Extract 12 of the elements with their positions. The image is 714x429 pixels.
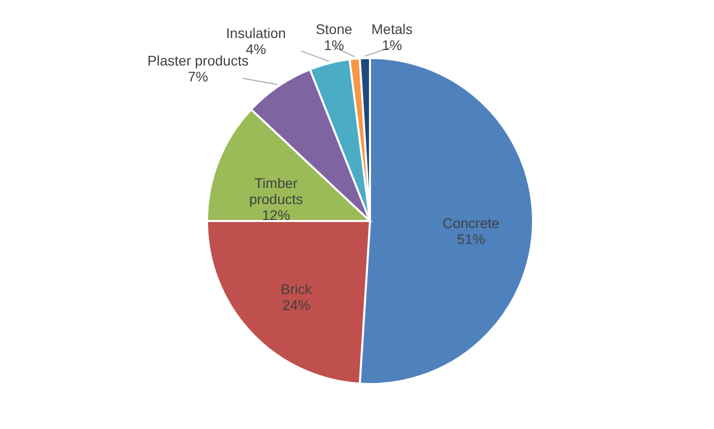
data-label: 1% bbox=[382, 37, 402, 53]
slice-label: Concrete bbox=[442, 215, 500, 232]
data-label: 1% bbox=[324, 37, 344, 53]
data-label: 51% bbox=[456, 231, 486, 248]
data-label: 7% bbox=[188, 68, 208, 84]
slice-label: Brick bbox=[280, 281, 313, 298]
slice-label: Stone bbox=[316, 21, 353, 37]
slice-label: Metals bbox=[371, 21, 413, 37]
data-label: 24% bbox=[282, 297, 310, 314]
data-label: 12% bbox=[262, 206, 290, 223]
slice-label: Insulation bbox=[226, 25, 286, 42]
slice-label: Timber products bbox=[249, 174, 303, 207]
